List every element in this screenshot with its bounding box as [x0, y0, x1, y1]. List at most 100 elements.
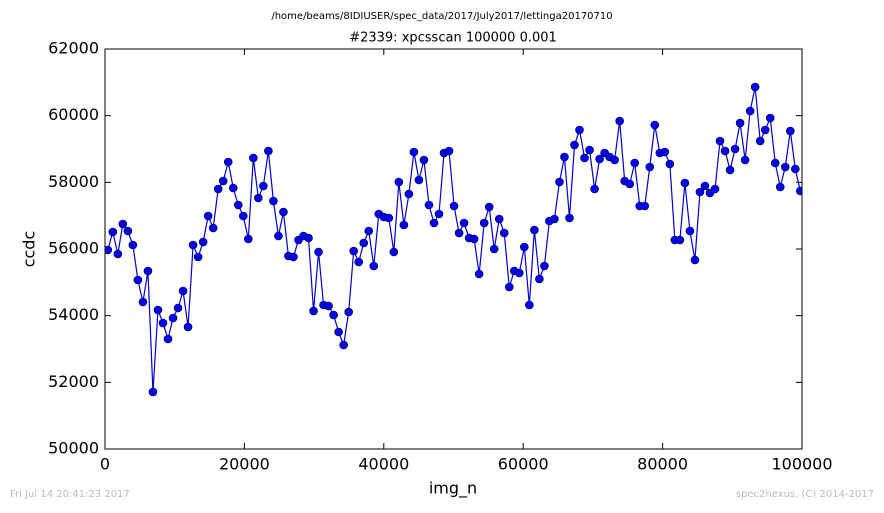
- data-point: [279, 207, 288, 217]
- data-point: [474, 269, 484, 279]
- data-point: [384, 213, 394, 223]
- data-point: [685, 226, 695, 236]
- data-point: [520, 242, 529, 252]
- data-point: [489, 244, 499, 254]
- data-point: [118, 219, 128, 229]
- data-point: [640, 201, 650, 211]
- data-point: [750, 82, 760, 92]
- x-axis-label: img_n: [429, 479, 477, 499]
- data-point: [720, 146, 730, 156]
- data-point: [148, 387, 158, 397]
- data-point: [178, 286, 188, 296]
- data-point: [113, 249, 123, 259]
- data-point: [143, 266, 153, 276]
- data-point: [610, 155, 619, 165]
- data-point: [404, 189, 414, 199]
- data-point: [454, 228, 464, 238]
- data-point: [730, 144, 740, 154]
- x-tick-label: 0: [100, 455, 110, 474]
- data-point: [434, 209, 444, 219]
- data-point: [796, 186, 802, 196]
- data-point: [725, 165, 735, 175]
- data-point: [324, 301, 333, 311]
- data-point: [645, 162, 655, 172]
- data-point: [349, 246, 358, 256]
- data-point: [274, 231, 283, 241]
- data-point: [394, 177, 404, 187]
- data-point: [389, 247, 399, 257]
- data-point: [369, 261, 379, 271]
- data-point: [745, 106, 755, 116]
- data-point: [163, 334, 173, 344]
- y-tick-label: 60000: [48, 105, 99, 124]
- data-point: [530, 225, 539, 235]
- data-point: [339, 340, 348, 350]
- data-point: [775, 182, 785, 192]
- data-point: [198, 237, 208, 247]
- data-point: [680, 178, 690, 188]
- data-point: [449, 201, 459, 211]
- data-point: [735, 118, 745, 128]
- x-tick-label: 80000: [637, 455, 688, 474]
- chart-title: #2339: xpcsscan 100000 0.001: [349, 31, 557, 46]
- data-point: [133, 275, 143, 285]
- data-point: [188, 240, 198, 250]
- data-point: [695, 187, 705, 197]
- data-point: [555, 177, 564, 187]
- y-tick-label: 58000: [48, 172, 99, 191]
- data-point: [595, 154, 604, 164]
- data-point: [791, 164, 800, 174]
- data-point: [580, 153, 589, 163]
- data-point: [399, 220, 409, 230]
- data-point: [158, 318, 168, 328]
- data-point: [309, 306, 318, 316]
- data-point: [334, 327, 343, 337]
- data-point: [494, 214, 504, 224]
- data-point: [615, 116, 624, 126]
- data-point: [499, 228, 509, 238]
- data-point: [469, 234, 479, 244]
- x-tick-label: 60000: [498, 455, 549, 474]
- y-tick-label: 56000: [48, 239, 99, 258]
- suptitle: /home/beams/8IDIUSER/spec_data/2017/July…: [271, 11, 612, 22]
- data-point: [540, 261, 549, 271]
- data-point: [254, 193, 263, 203]
- data-point: [359, 238, 369, 248]
- data-point: [444, 146, 454, 156]
- data-point: [314, 247, 323, 257]
- data-point: [183, 322, 193, 332]
- data-point: [479, 218, 489, 228]
- data-point: [213, 184, 223, 194]
- data-point: [208, 223, 218, 233]
- y-tick-label: 52000: [48, 372, 99, 391]
- data-point: [550, 214, 559, 224]
- data-point: [168, 313, 178, 323]
- data-point: [525, 300, 534, 310]
- y-tick-label: 62000: [48, 39, 99, 58]
- data-point: [755, 136, 765, 146]
- data-point: [459, 218, 469, 228]
- data-point: [514, 268, 524, 278]
- data-point: [419, 155, 429, 165]
- data-point: [575, 125, 584, 135]
- data-point: [249, 153, 258, 163]
- data-point: [780, 162, 790, 172]
- data-point: [364, 226, 374, 236]
- data-point: [570, 140, 579, 150]
- y-tick-label: 54000: [48, 305, 99, 324]
- x-tick-label: 100000: [771, 455, 832, 474]
- data-point: [264, 146, 273, 156]
- data-point: [289, 252, 298, 262]
- data-point: [138, 297, 148, 307]
- data-point: [269, 196, 278, 206]
- data-point: [785, 126, 795, 136]
- plot-area: [105, 82, 802, 397]
- data-point: [740, 155, 750, 165]
- data-point: [123, 226, 133, 236]
- data-point: [108, 227, 118, 237]
- data-point: [218, 176, 228, 186]
- data-point: [535, 274, 544, 284]
- data-point: [203, 211, 213, 221]
- data-point: [414, 175, 424, 185]
